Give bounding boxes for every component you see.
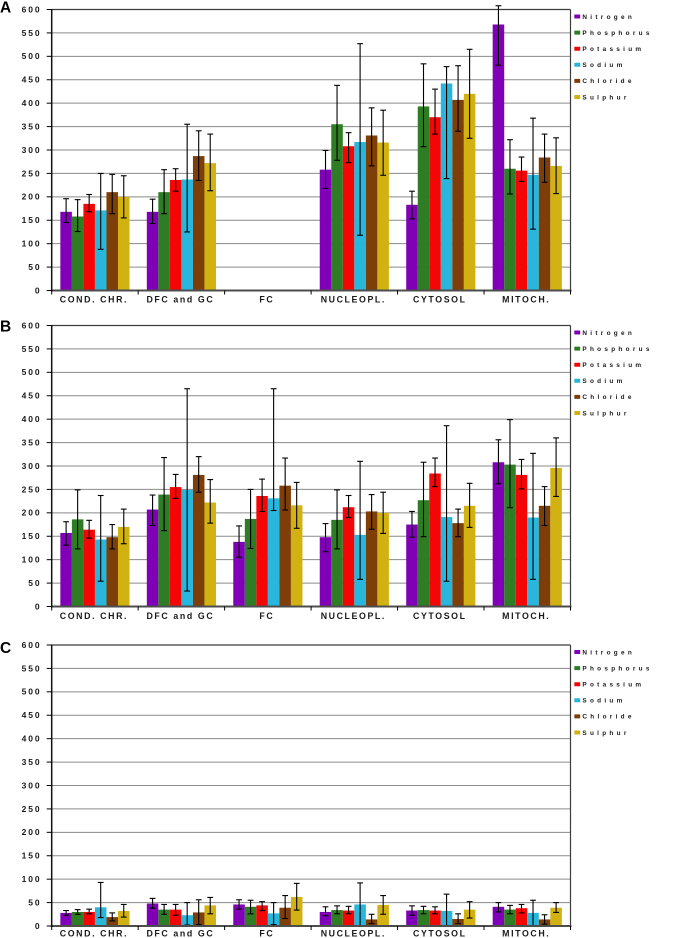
svg-text:MITOCH.: MITOCH.	[502, 928, 550, 938]
svg-text:100: 100	[22, 555, 42, 565]
svg-text:NUCLEOPL.: NUCLEOPL.	[321, 611, 386, 621]
svg-text:Chloride: Chloride	[582, 78, 634, 85]
svg-text:DFC and GC: DFC and GC	[146, 928, 214, 938]
svg-text:350: 350	[22, 121, 42, 131]
svg-text:150: 150	[22, 531, 42, 541]
svg-text:Phosphorus: Phosphorus	[582, 30, 652, 37]
svg-text:0: 0	[35, 601, 42, 611]
svg-text:Chloride: Chloride	[582, 714, 634, 721]
svg-text:Potassium: Potassium	[582, 46, 644, 53]
svg-text:DFC and GC: DFC and GC	[146, 611, 214, 621]
svg-text:150: 150	[22, 851, 42, 861]
svg-text:600: 600	[22, 640, 42, 650]
svg-text:500: 500	[22, 687, 42, 697]
svg-text:DFC and GC: DFC and GC	[146, 295, 214, 305]
svg-text:NUCLEOPL.: NUCLEOPL.	[321, 295, 386, 305]
svg-text:FC: FC	[259, 928, 274, 938]
svg-text:CYTOSOL: CYTOSOL	[413, 928, 467, 938]
svg-text:Sulphur: Sulphur	[582, 730, 629, 737]
svg-text:Sodium: Sodium	[582, 378, 625, 385]
svg-text:300: 300	[22, 461, 42, 471]
svg-text:0: 0	[35, 921, 42, 931]
svg-text:C: C	[0, 640, 11, 657]
svg-text:Phosphorus: Phosphorus	[582, 346, 652, 353]
svg-text:MITOCH.: MITOCH.	[502, 611, 550, 621]
svg-text:250: 250	[22, 168, 42, 178]
svg-text:100: 100	[22, 239, 42, 249]
svg-text:150: 150	[22, 215, 42, 225]
svg-text:50: 50	[28, 578, 41, 588]
svg-text:FC: FC	[259, 611, 274, 621]
svg-text:NUCLEOPL.: NUCLEOPL.	[321, 928, 386, 938]
svg-text:Phosphorus: Phosphorus	[582, 665, 652, 672]
svg-text:100: 100	[22, 874, 42, 884]
svg-text:Potassium: Potassium	[582, 362, 644, 369]
svg-text:Sulphur: Sulphur	[582, 410, 629, 417]
svg-text:Nitrogen: Nitrogen	[582, 330, 635, 337]
svg-text:400: 400	[22, 414, 42, 424]
svg-text:200: 200	[22, 508, 42, 518]
svg-text:FC: FC	[259, 295, 274, 305]
svg-text:0: 0	[35, 285, 42, 295]
svg-text:300: 300	[22, 145, 42, 155]
svg-text:Nitrogen: Nitrogen	[582, 649, 635, 656]
svg-text:350: 350	[22, 437, 42, 447]
svg-text:B: B	[0, 318, 11, 335]
svg-text:Potassium: Potassium	[582, 682, 644, 689]
svg-text:Sodium: Sodium	[582, 62, 625, 69]
svg-text:200: 200	[22, 827, 42, 837]
svg-text:250: 250	[22, 804, 42, 814]
svg-text:200: 200	[22, 192, 42, 202]
svg-text:COND. CHR.: COND. CHR.	[60, 295, 128, 305]
svg-text:450: 450	[22, 710, 42, 720]
svg-text:400: 400	[22, 734, 42, 744]
svg-text:500: 500	[22, 51, 42, 61]
svg-text:250: 250	[22, 484, 42, 494]
svg-text:500: 500	[22, 367, 42, 377]
svg-text:Nitrogen: Nitrogen	[582, 14, 635, 21]
svg-text:400: 400	[22, 98, 42, 108]
svg-text:600: 600	[22, 4, 42, 14]
svg-text:CYTOSOL: CYTOSOL	[413, 611, 467, 621]
svg-text:Sodium: Sodium	[582, 698, 625, 705]
svg-text:MITOCH.: MITOCH.	[502, 295, 550, 305]
svg-text:550: 550	[22, 663, 42, 673]
svg-text:Sulphur: Sulphur	[582, 94, 629, 101]
svg-text:550: 550	[22, 344, 42, 354]
svg-text:Chloride: Chloride	[582, 394, 634, 401]
svg-text:50: 50	[28, 262, 41, 272]
svg-text:600: 600	[22, 320, 42, 330]
svg-text:450: 450	[22, 391, 42, 401]
svg-text:50: 50	[28, 897, 41, 907]
svg-text:350: 350	[22, 757, 42, 767]
svg-text:CYTOSOL: CYTOSOL	[413, 295, 467, 305]
svg-text:COND. CHR.: COND. CHR.	[60, 611, 128, 621]
svg-text:300: 300	[22, 780, 42, 790]
svg-text:550: 550	[22, 28, 42, 38]
svg-text:A: A	[0, 0, 11, 16]
svg-text:COND. CHR.: COND. CHR.	[60, 928, 128, 938]
svg-text:450: 450	[22, 75, 42, 85]
